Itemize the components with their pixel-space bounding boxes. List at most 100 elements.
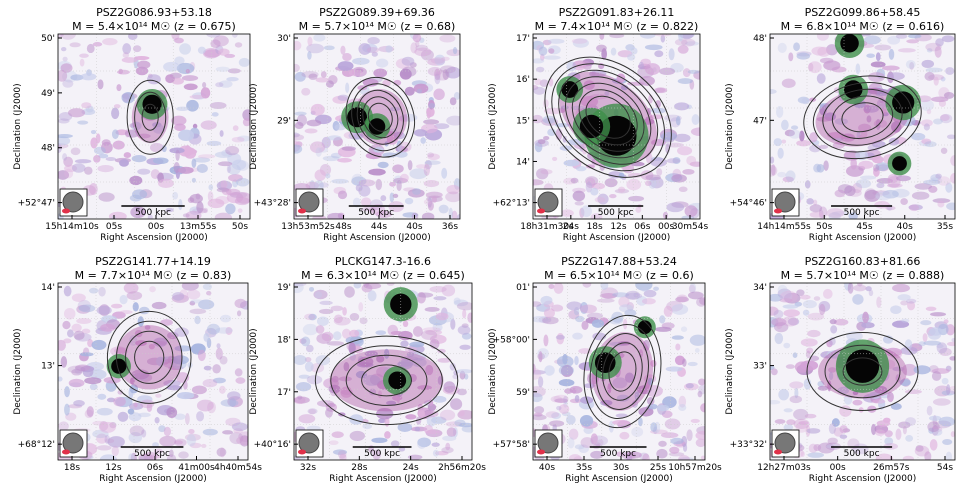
contour	[134, 340, 165, 374]
x-tick-label: 13m55s	[180, 222, 217, 232]
panel-title: PSZ2G091.83+26.11	[559, 6, 675, 19]
contour	[602, 342, 643, 401]
image	[770, 283, 955, 460]
contour	[551, 63, 666, 172]
panel: 500 kpc PSZ2G147.88+53.24M = 6.5×10¹⁴ M☉ …	[488, 255, 722, 484]
panel-subtitle: M = 5.4×10¹⁴ M☉ (z = 0.675)	[72, 20, 236, 33]
frame	[532, 282, 706, 461]
y-tick-label: +62°13'	[493, 199, 530, 209]
contour	[578, 89, 638, 146]
x-axis-label: Right Ascension (J2000)	[329, 474, 436, 484]
y-tick-label: +54°46'	[730, 199, 767, 209]
panel-subtitle: M = 6.3×10¹⁴ M☉ (z = 0.645)	[301, 269, 465, 282]
beam-red	[62, 449, 70, 455]
panel-title: PSZ2G147.88+53.24	[561, 255, 677, 268]
x-tick-label: 12s	[610, 222, 626, 232]
contour	[362, 96, 399, 139]
x-tick-label: 40s	[897, 222, 913, 232]
contour	[141, 103, 159, 131]
contour	[345, 76, 415, 158]
x-tick-label: 2h56m20s	[438, 463, 486, 473]
frame	[532, 33, 701, 220]
x-tick-label: 50s	[816, 222, 832, 232]
y-axis-label: Declination (J2000)	[13, 83, 23, 169]
scale-label: 500 kpc	[844, 208, 880, 218]
y-tick-label: 59'	[516, 388, 530, 398]
contour	[595, 333, 649, 410]
x-tick-label: 40s	[406, 222, 422, 232]
contour	[356, 89, 404, 145]
x-axis-label: Right Ascension (J2000)	[99, 474, 206, 484]
x-tick-label: 26m57s	[873, 463, 910, 473]
x-tick-label: 41m00s	[178, 463, 215, 473]
image	[294, 283, 472, 460]
contour	[345, 354, 428, 406]
contour	[564, 76, 652, 159]
x-tick-label: 13h53m52s	[281, 222, 335, 232]
frame	[57, 282, 249, 461]
panel: 500 kpc PSZ2G091.83+26.11M = 7.4×10¹⁴ M☉ …	[488, 6, 708, 243]
y-tick-label: 18'	[277, 335, 291, 345]
x-tick-label: 35s	[937, 222, 953, 232]
y-tick-label: 29'	[277, 116, 291, 126]
beam	[774, 191, 796, 213]
y-tick-label: 17'	[516, 34, 530, 44]
panel-title: PSZ2G086.93+53.18	[96, 6, 212, 19]
beam	[537, 432, 559, 454]
contour	[831, 95, 894, 139]
contour	[544, 56, 672, 178]
y-tick-label: 19'	[277, 283, 291, 293]
x-tick-label: 06s	[634, 222, 650, 232]
x-axis-label: Right Ascension (J2000)	[563, 233, 670, 243]
contour	[824, 344, 901, 399]
x-tick-label: 36s	[442, 222, 458, 232]
panel: 500 kpc PLCKG147.3-16.6M = 6.3×10¹⁴ M☉ (z…	[249, 255, 486, 484]
panel-subtitle: M = 7.4×10¹⁴ M☉ (z = 0.822)	[535, 20, 699, 33]
x-axis-label: Right Ascension (J2000)	[809, 233, 916, 243]
contour	[106, 310, 192, 404]
contour	[803, 75, 922, 160]
x-tick-label: 12h27m03s	[757, 463, 811, 473]
scale-label: 500 kpc	[844, 449, 880, 459]
scale-label: 500 kpc	[135, 208, 171, 218]
beam-red	[537, 208, 545, 214]
y-tick-label: 48'	[41, 144, 55, 154]
y-tick-label: 14'	[516, 157, 530, 167]
panel-title: PSZ2G160.83+81.66	[805, 255, 921, 268]
beam	[298, 432, 320, 454]
contour	[351, 83, 410, 152]
y-axis-label: Declination (J2000)	[13, 328, 23, 414]
y-tick-label: 14'	[41, 283, 55, 293]
x-tick-label: 00s	[658, 222, 674, 232]
panel-title: PSZ2G089.39+69.36	[319, 6, 435, 19]
contour	[822, 88, 903, 146]
frame	[769, 33, 956, 220]
x-tick-label: 05s	[106, 222, 122, 232]
beam-red	[774, 208, 782, 214]
y-axis-label: Declination (J2000)	[725, 328, 735, 414]
y-tick-label: 30'	[277, 34, 291, 44]
y-tick-label: 34'	[753, 283, 767, 293]
panel-subtitle: M = 6.5×10¹⁴ M☉ (z = 0.6)	[544, 269, 694, 282]
x-tick-label: 54s	[937, 463, 953, 473]
x-tick-label: 24s	[563, 222, 579, 232]
x-tick-label: 35s	[576, 463, 592, 473]
image	[533, 34, 700, 219]
y-tick-label: 17'	[277, 388, 291, 398]
beam	[62, 432, 84, 454]
x-tick-label: 15h14m10s	[45, 222, 99, 232]
beam	[774, 432, 796, 454]
y-axis-label: Declination (J2000)	[488, 328, 498, 414]
image	[533, 283, 705, 460]
x-tick-label: 44s	[371, 222, 387, 232]
y-tick-label: 47'	[753, 116, 767, 126]
x-tick-label: 12s	[105, 463, 121, 473]
image	[58, 283, 248, 460]
y-tick-label: 16'	[516, 75, 530, 85]
beam-red	[298, 208, 306, 214]
y-tick-label: 49'	[41, 89, 55, 99]
contour	[314, 335, 459, 426]
x-tick-label: 00s	[830, 463, 846, 473]
frame	[769, 282, 956, 461]
